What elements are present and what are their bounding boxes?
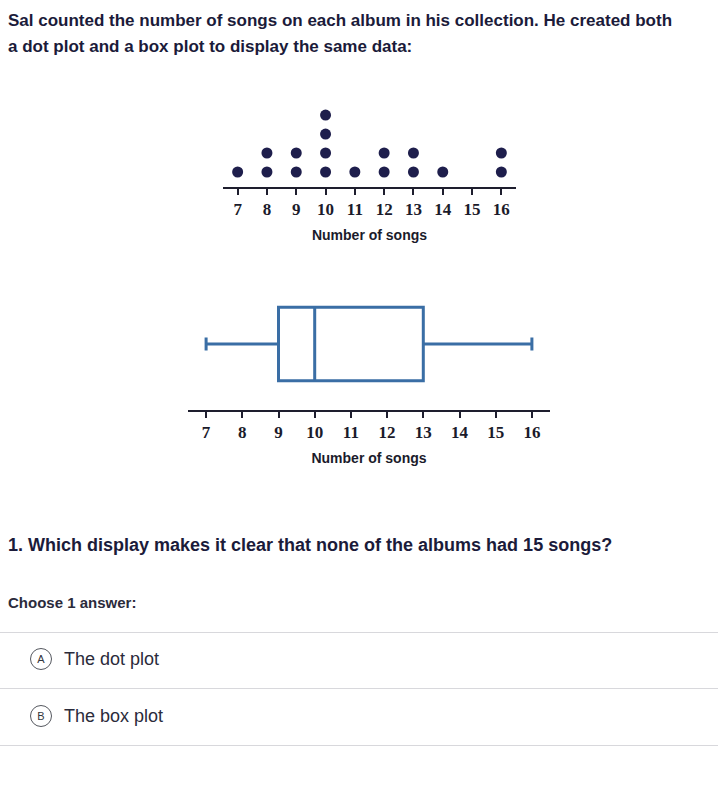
svg-text:Number of songs: Number of songs — [312, 227, 427, 243]
svg-text:7: 7 — [202, 423, 211, 442]
html-text:The box plot: The box plot — [64, 705, 164, 726]
svg-text:13: 13 — [405, 200, 422, 219]
svg-text:14: 14 — [451, 423, 469, 442]
svg-text:10: 10 — [306, 423, 323, 442]
svg-text:13: 13 — [415, 423, 432, 442]
svg-text:12: 12 — [376, 200, 393, 219]
svg-text:11: 11 — [343, 423, 359, 442]
svg-text:9: 9 — [292, 200, 301, 219]
html-text:1. Which display makes it clea: 1. Which display makes it clear that non… — [8, 535, 613, 555]
svg-text:8: 8 — [263, 200, 272, 219]
svg-text:16: 16 — [523, 423, 540, 442]
html-text:Choose 1 answer:: Choose 1 answer: — [8, 594, 137, 611]
html-text:Sal counted the number of song: Sal counted the number of songs on each … — [8, 11, 672, 56]
svg-text:7: 7 — [233, 200, 242, 219]
svg-text:15: 15 — [464, 200, 481, 219]
html-text:The dot plot: The dot plot — [64, 648, 160, 669]
svg-text:9: 9 — [274, 423, 283, 442]
svg-text:12: 12 — [379, 423, 396, 442]
html-text:B: B — [37, 710, 45, 722]
svg-text:8: 8 — [238, 423, 247, 442]
svg-text:14: 14 — [434, 200, 452, 219]
html-text:A: A — [37, 653, 45, 665]
svg-text:11: 11 — [347, 200, 363, 219]
svg-text:16: 16 — [493, 200, 510, 219]
svg-text:15: 15 — [487, 423, 504, 442]
svg-text:Number of songs: Number of songs — [311, 450, 426, 466]
svg-text:10: 10 — [317, 200, 334, 219]
